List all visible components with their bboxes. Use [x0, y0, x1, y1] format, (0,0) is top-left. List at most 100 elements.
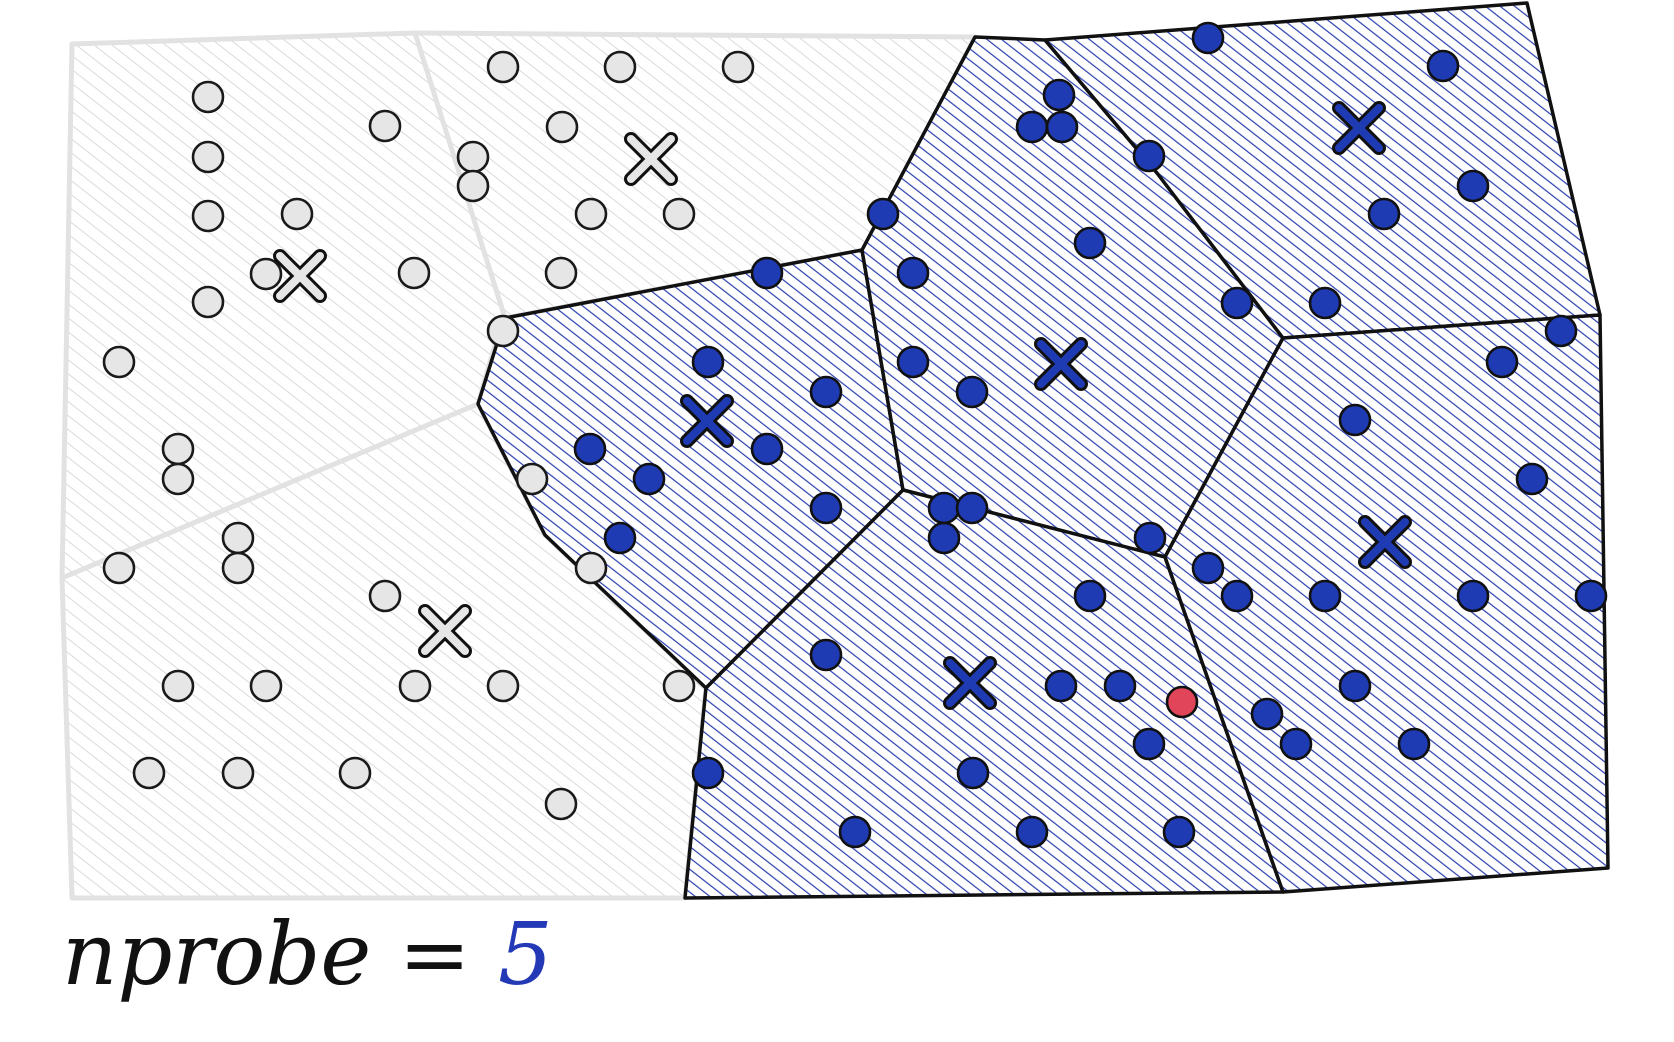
- vector-point-probed: [1191, 551, 1225, 585]
- vector-point-probed: [1456, 579, 1490, 613]
- vector-point-inactive: [721, 50, 755, 84]
- vector-point-inactive: [603, 50, 637, 84]
- vector-point-inactive: [191, 80, 225, 114]
- vector-point-probed: [750, 432, 784, 466]
- vector-point-probed: [1485, 345, 1519, 379]
- vector-point-probed: [1279, 727, 1313, 761]
- vector-point-probed: [1103, 669, 1137, 703]
- centroid-x-icon-probed: [943, 656, 997, 710]
- nprobe-label: nprobe =: [62, 905, 499, 1005]
- vector-point-probed: [955, 375, 989, 409]
- vector-point-probed: [1308, 286, 1342, 320]
- vector-point-probed: [1544, 314, 1578, 348]
- vector-point-inactive: [161, 669, 195, 703]
- vector-point-probed: [691, 756, 725, 790]
- vector-point-probed: [1073, 579, 1107, 613]
- vector-point-probed: [955, 491, 989, 525]
- vector-point-probed: [1132, 139, 1166, 173]
- nprobe-caption: nprobe = 5: [62, 895, 553, 1015]
- vector-point-probed: [1015, 110, 1049, 144]
- vector-point-probed: [1220, 579, 1254, 613]
- vector-point-inactive: [456, 140, 490, 174]
- vector-point-inactive: [132, 756, 166, 790]
- centroid-x-icon-probed: [680, 394, 734, 448]
- vector-point-probed: [956, 756, 990, 790]
- vector-point-inactive: [221, 756, 255, 790]
- vector-point-probed: [1045, 110, 1079, 144]
- vector-point-probed: [927, 521, 961, 555]
- vector-point-probed: [1397, 727, 1431, 761]
- vector-point-probed: [1426, 49, 1460, 83]
- vector-point-probed: [1015, 815, 1049, 849]
- vector-point-inactive: [249, 669, 283, 703]
- vector-point-inactive: [191, 140, 225, 174]
- vector-point-inactive: [662, 197, 696, 231]
- vector-point-inactive: [486, 669, 520, 703]
- vector-point-probed: [1073, 226, 1107, 260]
- vector-point-probed: [809, 638, 843, 672]
- vector-point-probed: [866, 197, 900, 231]
- vector-point-probed: [896, 345, 930, 379]
- vector-point-probed: [1515, 462, 1549, 496]
- vector-point-inactive: [368, 109, 402, 143]
- vector-point-inactive: [368, 579, 402, 613]
- vector-point-inactive: [102, 345, 136, 379]
- centroid-x-icon-probed: [1332, 101, 1386, 155]
- vector-point-probed: [1338, 403, 1372, 437]
- vector-point-probed: [750, 256, 784, 290]
- centroid-x-icon-probed: [1034, 337, 1088, 391]
- vector-point-probed: [1133, 521, 1167, 555]
- query-point: [1165, 685, 1199, 719]
- vector-point-inactive: [161, 462, 195, 496]
- vector-point-probed: [632, 462, 666, 496]
- vector-point-inactive: [161, 432, 195, 466]
- vector-point-inactive: [486, 314, 520, 348]
- centroid-x-icon: [624, 132, 678, 186]
- vector-point-inactive: [191, 285, 225, 319]
- vector-point-inactive: [574, 197, 608, 231]
- vector-point-probed: [1367, 197, 1401, 231]
- vector-point-probed: [1220, 286, 1254, 320]
- vector-point-probed: [1456, 169, 1490, 203]
- centroid-markers: [273, 101, 1412, 710]
- vector-point-probed: [809, 375, 843, 409]
- vector-points: [102, 21, 1608, 849]
- vector-point-inactive: [545, 110, 579, 144]
- vector-point-probed: [1162, 815, 1196, 849]
- vector-point-probed: [1338, 669, 1372, 703]
- vector-point-probed: [1308, 579, 1342, 613]
- vector-point-probed: [573, 432, 607, 466]
- probed-cells: [476, 1, 1610, 900]
- vector-point-inactive: [662, 669, 696, 703]
- vector-point-inactive: [398, 669, 432, 703]
- vector-point-probed: [1042, 78, 1076, 112]
- vector-point-inactive: [574, 551, 608, 585]
- vector-point-probed: [1574, 579, 1608, 613]
- vector-point-probed: [691, 345, 725, 379]
- centroid-x-icon: [418, 604, 472, 658]
- centroid-x-icon: [273, 249, 327, 303]
- vector-point-inactive: [544, 256, 578, 290]
- vector-point-inactive: [397, 256, 431, 290]
- vector-point-inactive: [486, 50, 520, 84]
- centroid-x-icon-probed: [1358, 515, 1412, 569]
- vector-point-probed: [1191, 21, 1225, 55]
- vector-point-probed: [896, 256, 930, 290]
- vector-point-probed: [603, 521, 637, 555]
- vector-point-inactive: [338, 756, 372, 790]
- vector-point-inactive: [544, 787, 578, 821]
- vector-point-probed: [927, 491, 961, 525]
- vector-point-inactive: [280, 197, 314, 231]
- probed-cell-bottom-right: [1163, 313, 1610, 894]
- nprobe-value: 5: [498, 905, 553, 1005]
- vector-point-probed: [1250, 697, 1284, 731]
- vector-point-probed: [838, 815, 872, 849]
- vector-point-inactive: [191, 199, 225, 233]
- vector-point-probed: [1132, 727, 1166, 761]
- vector-point-inactive: [221, 551, 255, 585]
- vector-point-inactive: [102, 551, 136, 585]
- vector-point-inactive: [456, 169, 490, 203]
- vector-point-inactive: [221, 521, 255, 555]
- vector-point-inactive: [515, 462, 549, 496]
